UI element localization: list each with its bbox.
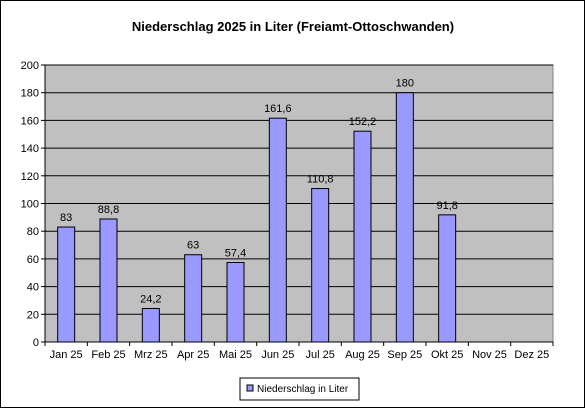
- chart-title: Niederschlag 2025 in Liter (Freiamt-Otto…: [132, 19, 454, 34]
- bar: [395, 92, 414, 343]
- x-tick-label: Apr 25: [177, 349, 209, 361]
- y-tick-label: 80: [27, 226, 39, 238]
- x-tick-label: Feb 25: [91, 349, 125, 361]
- x-tick-label: Dez 25: [514, 349, 549, 361]
- y-tick-label: 40: [27, 282, 39, 294]
- x-tick-label: Aug 25: [345, 349, 380, 361]
- y-tick-label: 200: [21, 60, 39, 72]
- bar: [184, 254, 203, 343]
- y-tick-label: 160: [21, 115, 39, 127]
- data-labels: 83 88,8 24,2 63 57,4 161,6 110,8 152,2 180 91,8: [60, 78, 458, 306]
- bars: [57, 92, 457, 343]
- bar: [226, 262, 245, 343]
- x-axis-tick-labels: Jan 25 Feb 25 Mrz 25 Apr 25 Mai 25 Jun 25 Jul …: [44, 342, 554, 361]
- bar: [268, 117, 287, 343]
- data-label: 63: [187, 240, 199, 252]
- bar: [141, 307, 160, 343]
- y-tick-label: 120: [21, 171, 39, 183]
- bar: [311, 188, 330, 343]
- data-label: 24,2: [140, 293, 161, 305]
- y-axis-tick-labels: 0 20 40 60 80 100 120 140 160 180 200: [21, 60, 45, 349]
- legend: Niederschlag in Liter: [239, 377, 360, 401]
- data-label: 83: [60, 212, 72, 224]
- legend-label: Niederschlag in Liter: [257, 384, 349, 395]
- data-label: 57,4: [225, 248, 246, 260]
- x-tick-label: Mrz 25: [134, 349, 168, 361]
- data-label: 161,6: [264, 103, 292, 115]
- y-tick-label: 20: [27, 309, 39, 321]
- bar: [438, 214, 457, 343]
- legend-swatch: [246, 384, 254, 392]
- y-tick-label: 140: [21, 143, 39, 155]
- bar: [57, 226, 76, 343]
- x-tick-label: Jun 25: [261, 349, 294, 361]
- data-label: 88,8: [98, 204, 119, 216]
- y-tick-label: 180: [21, 88, 39, 100]
- data-label: 180: [396, 78, 414, 90]
- data-label: 110,8: [307, 174, 334, 186]
- x-tick-label: Okt 25: [431, 349, 463, 361]
- y-tick-label: 0: [33, 337, 39, 349]
- axes: [44, 65, 553, 343]
- y-tick-label: 60: [27, 254, 39, 266]
- x-tick-label: Mai 25: [219, 349, 252, 361]
- x-tick-label: Jan 25: [50, 349, 83, 361]
- y-tick-label: 100: [21, 199, 39, 211]
- x-tick-label: Nov 25: [472, 349, 507, 361]
- bar: [353, 130, 372, 343]
- legend-box: [239, 377, 360, 401]
- data-label: 91,8: [436, 200, 457, 212]
- gridlines: [45, 64, 553, 315]
- data-label: 152,2: [349, 116, 377, 128]
- x-tick-label: Sep 25: [387, 349, 422, 361]
- bar: [99, 218, 118, 343]
- x-tick-label: Jul 25: [305, 349, 334, 361]
